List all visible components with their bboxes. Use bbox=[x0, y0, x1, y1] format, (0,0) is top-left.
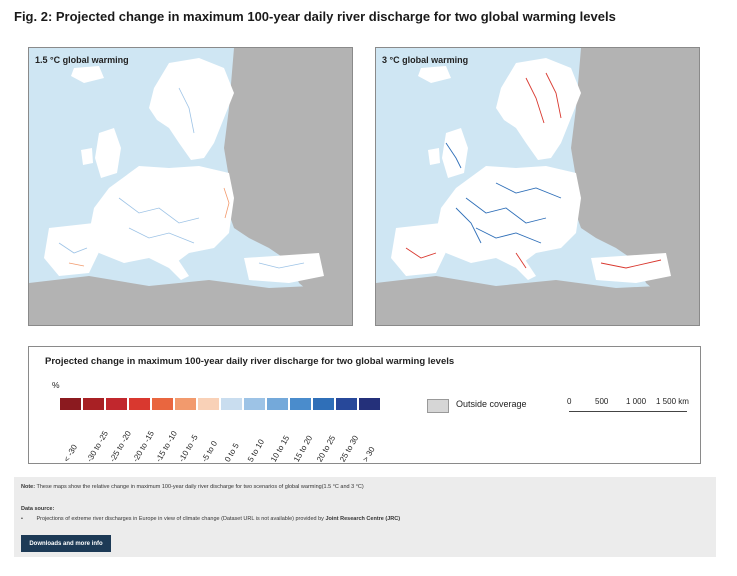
legend-swatch-label-13: > 30 bbox=[361, 445, 377, 464]
note-label: Note: bbox=[21, 484, 36, 490]
scale-tick-1000: 1 000 bbox=[626, 397, 647, 406]
legend-swatch-13 bbox=[359, 398, 380, 410]
legend-swatch-2 bbox=[106, 398, 127, 410]
legend-swatch-label-4: -15 to -10 bbox=[154, 429, 179, 464]
map-3-label: 3 °C global warming bbox=[382, 55, 469, 65]
legend-swatch-3 bbox=[129, 398, 150, 410]
bullet: • bbox=[21, 516, 23, 522]
legend-swatch-label-6: -5 to 0 bbox=[200, 439, 220, 464]
scale-line bbox=[569, 411, 687, 412]
legend-swatch-4 bbox=[152, 398, 173, 410]
map-3-svg bbox=[376, 48, 699, 325]
info-panel: Note: These maps show the relative chang… bbox=[14, 477, 716, 557]
legend-swatch-label-10: 15 to 20 bbox=[292, 433, 315, 464]
map-1-5-label: 1.5 °C global warming bbox=[35, 55, 129, 65]
legend-swatch-label-12: 25 to 30 bbox=[338, 433, 361, 464]
outside-coverage-label: Outside coverage bbox=[456, 399, 527, 409]
legend-unit: % bbox=[52, 380, 60, 390]
legend-swatch-label-1: -30 to -25 bbox=[85, 429, 110, 464]
legend-swatch-label-7: 0 to 5 bbox=[223, 441, 241, 464]
scale-tick-500: 500 bbox=[595, 397, 609, 406]
legend-swatch-label-0: < -30 bbox=[62, 443, 80, 464]
data-source-item: • Projections of extreme river discharge… bbox=[21, 516, 400, 522]
data-source-text: Projections of extreme river discharges … bbox=[36, 516, 324, 522]
legend-swatch-0 bbox=[60, 398, 81, 410]
legend-swatch-1 bbox=[83, 398, 104, 410]
map-1-5-svg bbox=[29, 48, 352, 325]
downloads-button[interactable]: Downloads and more info bbox=[21, 535, 111, 552]
legend-swatch-9 bbox=[267, 398, 288, 410]
note: Note: These maps show the relative chang… bbox=[21, 484, 364, 490]
legend-swatch-label-8: 5 to 10 bbox=[246, 437, 267, 464]
map-3-degree: 3 °C global warming bbox=[375, 47, 700, 326]
legend-swatch-label-9: 10 to 15 bbox=[269, 433, 292, 464]
scale-bar: 0 500 1 000 1 500 km bbox=[565, 397, 705, 427]
legend-swatch-10 bbox=[290, 398, 311, 410]
legend-swatch-8 bbox=[244, 398, 265, 410]
data-source-provider[interactable]: Joint Research Centre (JRC) bbox=[325, 516, 401, 522]
outside-coverage-swatch bbox=[427, 399, 449, 413]
legend-swatch-7 bbox=[221, 398, 242, 410]
legend-swatches bbox=[60, 398, 382, 410]
legend-title: Projected change in maximum 100-year dai… bbox=[45, 356, 455, 367]
legend-swatch-12 bbox=[336, 398, 357, 410]
legend-swatch-label-2: -25 to -20 bbox=[108, 429, 133, 464]
map-1-5-degree: 1.5 °C global warming bbox=[28, 47, 353, 326]
figure-title: Fig. 2: Projected change in maximum 100-… bbox=[14, 9, 616, 24]
legend-swatch-label-3: -20 to -15 bbox=[131, 429, 156, 464]
scale-tick-0: 0 bbox=[567, 397, 572, 406]
legend-swatch-6 bbox=[198, 398, 219, 410]
legend-swatch-label-5: -10 to -5 bbox=[177, 433, 200, 464]
note-text: These maps show the relative change in m… bbox=[36, 484, 364, 490]
legend-swatch-label-11: 20 to 25 bbox=[315, 433, 338, 464]
legend: Projected change in maximum 100-year dai… bbox=[28, 346, 701, 464]
legend-swatch-5 bbox=[175, 398, 196, 410]
data-source-title: Data source: bbox=[21, 506, 55, 512]
scale-tick-1500: 1 500 km bbox=[656, 397, 689, 406]
legend-swatch-11 bbox=[313, 398, 334, 410]
